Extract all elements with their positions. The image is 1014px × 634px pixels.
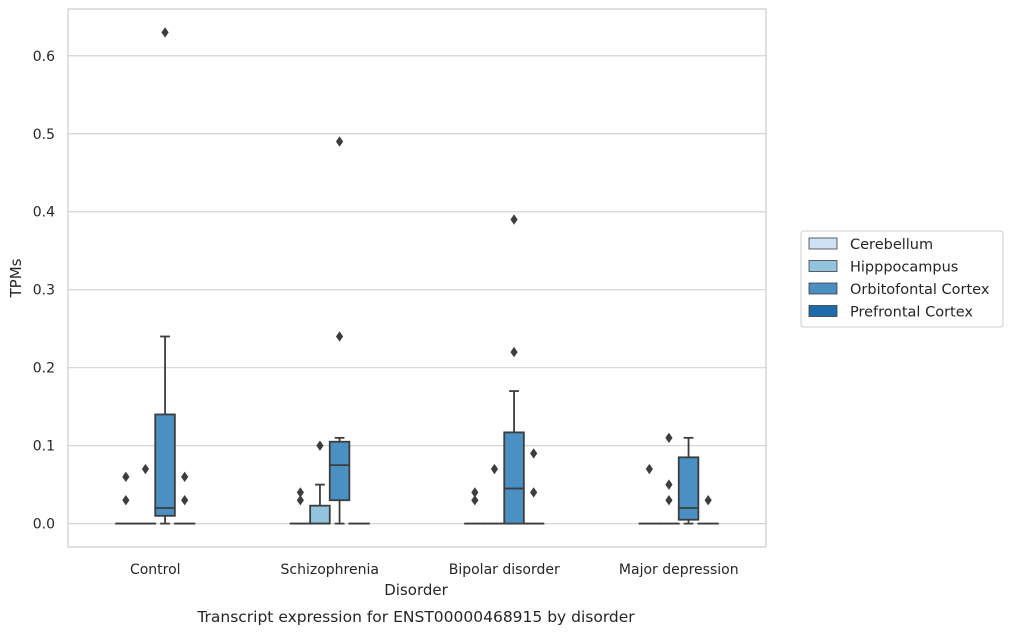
legend: Cerebellum Hipppocampus Orbitofontal Corte… — [800, 230, 1004, 328]
legend-swatch — [808, 237, 838, 250]
box-plot — [638, 463, 661, 525]
legend-item: Cerebellum — [808, 237, 933, 253]
outlier-point — [665, 495, 673, 506]
box-plot — [464, 487, 486, 525]
box-plot — [697, 495, 719, 525]
box-plot — [328, 136, 351, 525]
y-tick-label: 0.2 — [33, 361, 55, 377]
y-tick-label: 0.3 — [33, 283, 55, 299]
box-body — [328, 440, 351, 502]
box-plot — [677, 436, 700, 525]
outlier-point — [335, 331, 344, 342]
y-tick-label: 0.6 — [33, 49, 55, 65]
y-tick-label: 0.4 — [33, 205, 55, 221]
box-plot — [173, 471, 196, 525]
x-tick-label: Bipolar disorder — [449, 562, 560, 578]
outlier-point — [122, 471, 130, 483]
outlier-point — [704, 495, 712, 506]
outlier-point — [316, 440, 324, 451]
outlier-point — [122, 495, 130, 506]
box-body — [677, 456, 700, 521]
box-plot — [483, 463, 506, 525]
box-plot — [115, 471, 137, 525]
box-body — [154, 413, 176, 517]
y-axis-ticks: 0.0 0.1 0.2 0.3 0.4 0.5 0.6 — [33, 49, 55, 533]
outlier-point — [296, 487, 304, 498]
y-tick-label: 0.5 — [33, 127, 55, 143]
box-plot — [289, 487, 312, 525]
outlier-point — [141, 463, 150, 475]
legend-label: Cerebellum — [850, 237, 933, 253]
box-body — [309, 504, 331, 525]
outlier-point — [490, 463, 499, 475]
x-tick-label: Schizophrenia — [281, 562, 379, 578]
y-tick-label: 0.0 — [33, 517, 55, 533]
chart-caption: Transcript expression for ENST0000046891… — [196, 608, 635, 626]
outlier-point — [161, 27, 169, 38]
box-groups — [115, 27, 719, 525]
outlier-point — [296, 495, 304, 506]
x-axis-ticks: Control Schizophrenia Bipolar disorder Majo… — [130, 562, 739, 578]
legend-swatch — [808, 305, 838, 317]
x-axis-label: Disorder — [384, 581, 448, 599]
outlier-point — [665, 479, 673, 490]
outlier-point — [645, 463, 653, 475]
box-plot — [309, 440, 331, 525]
box-plot — [154, 27, 176, 525]
legend-label: Orbitofontal Cortex — [850, 282, 990, 298]
outlier-point — [510, 346, 518, 358]
box-plot — [658, 432, 680, 525]
y-tick-label: 0.1 — [33, 439, 55, 455]
legend-label: Prefrontal Cortex — [850, 305, 973, 321]
outlier-point — [510, 214, 518, 225]
box-plot — [503, 214, 525, 525]
box-plot — [134, 463, 157, 525]
outlier-point — [181, 495, 189, 506]
plot-frame — [67, 8, 767, 548]
legend-label: Hipppocampus — [850, 260, 958, 276]
outlier-point — [181, 471, 189, 483]
legend-frame — [800, 230, 1004, 328]
legend-swatch — [808, 282, 838, 295]
outlier-point — [471, 495, 479, 506]
x-tick-label: Control — [130, 562, 181, 578]
outlier-point — [471, 487, 479, 498]
legend-item: Prefrontal Cortex — [808, 305, 973, 321]
outlier-point — [530, 487, 538, 498]
grid-lines — [68, 55, 766, 525]
outlier-point — [530, 448, 538, 459]
legend-item: Orbitofontal Cortex — [808, 282, 990, 298]
y-axis-label: TPMs — [7, 258, 25, 298]
box-plot — [522, 448, 545, 525]
outlier-point — [335, 136, 344, 147]
box-body — [503, 431, 525, 525]
legend-swatch — [808, 260, 838, 272]
x-tick-label: Major depression — [619, 562, 739, 578]
legend-item: Hipppocampus — [808, 260, 958, 276]
outlier-point — [665, 432, 673, 444]
